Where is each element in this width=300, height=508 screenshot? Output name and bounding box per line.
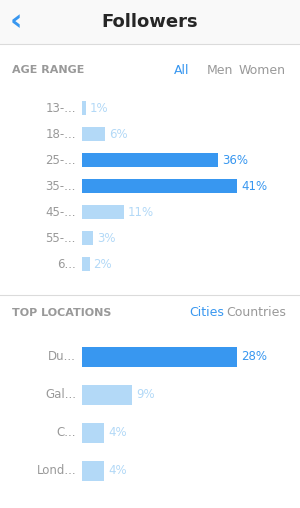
Text: 18-...: 18-... <box>46 128 76 141</box>
Bar <box>82 205 124 219</box>
Text: Du...: Du... <box>48 351 76 364</box>
Text: 4%: 4% <box>108 464 127 478</box>
Text: Lond...: Lond... <box>36 464 76 478</box>
Bar <box>82 257 90 271</box>
Text: 25-...: 25-... <box>46 153 76 167</box>
Bar <box>82 231 93 245</box>
Text: 45-...: 45-... <box>46 206 76 218</box>
Text: Cities: Cities <box>190 306 224 320</box>
Bar <box>82 461 104 481</box>
Text: 13-...: 13-... <box>46 102 76 114</box>
Bar <box>82 101 86 115</box>
Bar <box>82 127 105 141</box>
Text: 35-...: 35-... <box>46 179 76 193</box>
Text: TOP LOCATIONS: TOP LOCATIONS <box>12 308 111 318</box>
Text: 41%: 41% <box>241 179 267 193</box>
Text: 36%: 36% <box>222 153 248 167</box>
Text: Women: Women <box>238 64 286 77</box>
Text: ‹: ‹ <box>10 8 22 37</box>
Text: 9%: 9% <box>136 389 154 401</box>
Text: Gal...: Gal... <box>45 389 76 401</box>
Bar <box>82 385 132 405</box>
Bar <box>82 179 237 193</box>
Bar <box>0 0 300 44</box>
Text: C...: C... <box>56 427 76 439</box>
Text: 11%: 11% <box>128 206 154 218</box>
Bar <box>82 153 218 167</box>
Text: 6%: 6% <box>109 128 127 141</box>
Text: 55-...: 55-... <box>46 232 76 244</box>
Text: AGE RANGE: AGE RANGE <box>12 65 84 75</box>
Text: 1%: 1% <box>90 102 108 114</box>
Text: 6...: 6... <box>57 258 76 270</box>
Bar <box>82 423 104 443</box>
Text: Men: Men <box>207 64 233 77</box>
Text: 28%: 28% <box>241 351 267 364</box>
Bar <box>82 347 237 367</box>
Text: Countries: Countries <box>226 306 286 320</box>
Text: 3%: 3% <box>97 232 116 244</box>
Text: 2%: 2% <box>94 258 112 270</box>
Text: All: All <box>174 64 190 77</box>
Text: Followers: Followers <box>102 13 198 31</box>
Text: 4%: 4% <box>108 427 127 439</box>
